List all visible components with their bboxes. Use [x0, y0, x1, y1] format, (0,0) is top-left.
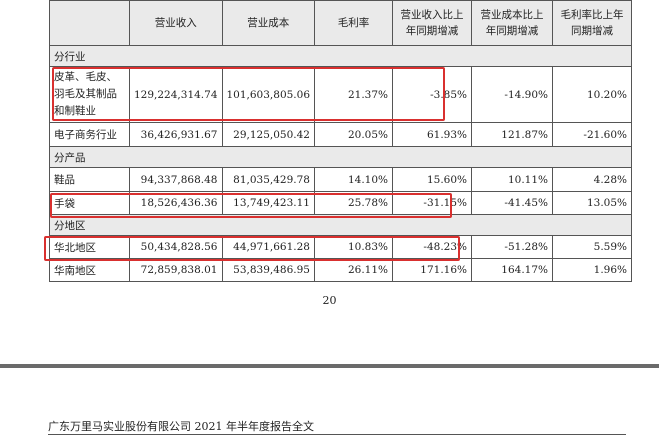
header-revenue-change: 营业收入比上年同期增减 [392, 0, 472, 46]
footer-underline [48, 434, 626, 435]
margin-cell: 21.37% [314, 66, 393, 123]
header-cost-change: 营业成本比上年同期增减 [471, 0, 553, 46]
header-gross-margin: 毛利率 [314, 0, 393, 46]
table-row-ecommerce: 电子商务行业 36,426,931.67 29,125,050.42 20.05… [49, 122, 632, 147]
section-row-product: 分产品 [49, 146, 632, 168]
row-label: 华北地区 [49, 235, 130, 259]
row-label: 鞋品 [49, 167, 130, 192]
cost-cell: 44,971,661.28 [221, 235, 315, 259]
cost-cell: 81,035,429.78 [221, 167, 315, 192]
cost-change-cell: 10.11% [471, 167, 553, 192]
header-margin-change: 毛利率比上年同期增减 [552, 0, 632, 46]
section-row-industry: 分行业 [49, 45, 632, 67]
cost-cell: 13,749,423.11 [221, 191, 315, 215]
margin-cell: 10.83% [314, 235, 393, 259]
revenue-cell: 18,526,436.36 [129, 191, 223, 215]
margin-change-cell: 5.59% [552, 235, 632, 259]
section-label: 分地区 [49, 214, 632, 236]
header-row: 营业收入 营业成本 毛利率 营业收入比上年同期增减 营业成本比上年同期增减 毛利… [49, 0, 632, 46]
revenue-change-cell: -31.15% [392, 191, 472, 215]
cost-cell: 53,839,486.95 [221, 258, 315, 282]
row-label: 手袋 [49, 191, 130, 215]
section-label: 分行业 [49, 45, 632, 67]
revenue-cell: 36,426,931.67 [129, 122, 223, 147]
revenue-change-cell: -48.23% [392, 235, 472, 259]
row-label: 电子商务行业 [49, 122, 130, 147]
header-cell-empty [49, 0, 130, 46]
cost-change-cell: 164.17% [471, 258, 553, 282]
cost-change-cell: -41.45% [471, 191, 553, 215]
margin-change-cell: 4.28% [552, 167, 632, 192]
margin-change-cell: 1.96% [552, 258, 632, 282]
header-revenue: 营业收入 [129, 0, 223, 46]
row-label: 皮革、毛皮、羽毛及其制品和制鞋业 [49, 66, 130, 123]
table-row-south-china: 华南地区 72,859,838.01 53,839,486.95 26.11% … [49, 258, 632, 282]
revenue-cell: 129,224,314.74 [129, 66, 223, 123]
table-row-north-china: 华北地区 50,434,828.56 44,971,661.28 10.83% … [49, 235, 632, 259]
page-number: 20 [322, 294, 337, 307]
revenue-cell: 72,859,838.01 [129, 258, 223, 282]
table-row-leather: 皮革、毛皮、羽毛及其制品和制鞋业 129,224,314.74 101,603,… [49, 66, 632, 123]
margin-cell: 20.05% [314, 122, 393, 147]
revenue-change-cell: 171.16% [392, 258, 472, 282]
table-row-shoes: 鞋品 94,337,868.48 81,035,429.78 14.10% 15… [49, 167, 632, 192]
table-row-handbags: 手袋 18,526,436.36 13,749,423.11 25.78% -3… [49, 191, 632, 215]
revenue-change-cell: 61.93% [392, 122, 472, 147]
revenue-cell: 94,337,868.48 [129, 167, 223, 192]
section-row-region: 分地区 [49, 214, 632, 236]
header-cost: 营业成本 [221, 0, 315, 46]
section-label: 分产品 [49, 146, 632, 168]
cost-cell: 29,125,050.42 [221, 122, 315, 147]
cost-change-cell: 121.87% [471, 122, 553, 147]
margin-cell: 25.78% [314, 191, 393, 215]
margin-change-cell: -21.60% [552, 122, 632, 147]
revenue-change-cell: -3.85% [392, 66, 472, 123]
cost-change-cell: -51.28% [471, 235, 553, 259]
row-label: 华南地区 [49, 258, 130, 282]
margin-cell: 14.10% [314, 167, 393, 192]
page-separator [0, 364, 659, 368]
cost-cell: 101,603,805.06 [221, 66, 315, 123]
revenue-cell: 50,434,828.56 [129, 235, 223, 259]
cost-change-cell: -14.90% [471, 66, 553, 123]
revenue-change-cell: 15.60% [392, 167, 472, 192]
footer-title: 广东万里马实业股份有限公司 2021 年半年度报告全文 [48, 420, 314, 433]
margin-cell: 26.11% [314, 258, 393, 282]
margin-change-cell: 13.05% [552, 191, 632, 215]
financial-table: 营业收入 营业成本 毛利率 营业收入比上年同期增减 营业成本比上年同期增减 毛利… [49, 0, 632, 282]
margin-change-cell: 10.20% [552, 66, 632, 123]
